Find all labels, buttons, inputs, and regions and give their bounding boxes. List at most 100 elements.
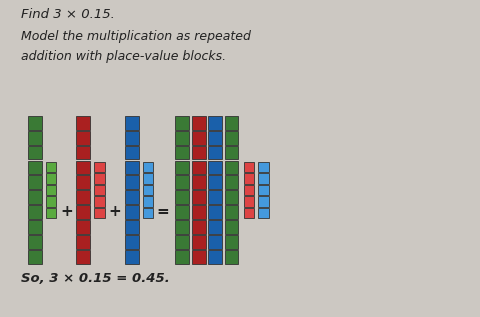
- FancyBboxPatch shape: [191, 250, 205, 264]
- FancyBboxPatch shape: [28, 250, 42, 264]
- Text: addition with place-value blocks.: addition with place-value blocks.: [21, 50, 225, 63]
- FancyBboxPatch shape: [46, 196, 56, 207]
- FancyBboxPatch shape: [143, 196, 153, 207]
- FancyBboxPatch shape: [28, 191, 42, 204]
- FancyBboxPatch shape: [191, 160, 205, 174]
- FancyBboxPatch shape: [28, 235, 42, 249]
- FancyBboxPatch shape: [224, 176, 238, 189]
- FancyBboxPatch shape: [28, 205, 42, 219]
- FancyBboxPatch shape: [28, 146, 42, 159]
- FancyBboxPatch shape: [208, 116, 222, 130]
- FancyBboxPatch shape: [208, 191, 222, 204]
- FancyBboxPatch shape: [175, 176, 189, 189]
- FancyBboxPatch shape: [125, 160, 138, 174]
- FancyBboxPatch shape: [125, 176, 138, 189]
- FancyBboxPatch shape: [191, 235, 205, 249]
- FancyBboxPatch shape: [175, 131, 189, 145]
- FancyBboxPatch shape: [191, 176, 205, 189]
- FancyBboxPatch shape: [28, 160, 42, 174]
- FancyBboxPatch shape: [191, 191, 205, 204]
- FancyBboxPatch shape: [28, 220, 42, 234]
- FancyBboxPatch shape: [224, 116, 238, 130]
- FancyBboxPatch shape: [208, 205, 222, 219]
- FancyBboxPatch shape: [143, 173, 153, 184]
- FancyBboxPatch shape: [125, 131, 138, 145]
- FancyBboxPatch shape: [46, 208, 56, 218]
- FancyBboxPatch shape: [125, 235, 138, 249]
- FancyBboxPatch shape: [28, 131, 42, 145]
- FancyBboxPatch shape: [243, 173, 254, 184]
- FancyBboxPatch shape: [258, 162, 268, 172]
- FancyBboxPatch shape: [224, 235, 238, 249]
- FancyBboxPatch shape: [28, 176, 42, 189]
- FancyBboxPatch shape: [224, 205, 238, 219]
- FancyBboxPatch shape: [46, 162, 56, 172]
- FancyBboxPatch shape: [191, 131, 205, 145]
- FancyBboxPatch shape: [175, 191, 189, 204]
- FancyBboxPatch shape: [46, 173, 56, 184]
- Text: =: =: [156, 204, 169, 219]
- FancyBboxPatch shape: [258, 173, 268, 184]
- FancyBboxPatch shape: [208, 250, 222, 264]
- FancyBboxPatch shape: [76, 235, 90, 249]
- FancyBboxPatch shape: [208, 146, 222, 159]
- FancyBboxPatch shape: [94, 208, 105, 218]
- FancyBboxPatch shape: [224, 131, 238, 145]
- FancyBboxPatch shape: [208, 235, 222, 249]
- FancyBboxPatch shape: [46, 185, 56, 195]
- FancyBboxPatch shape: [243, 185, 254, 195]
- FancyBboxPatch shape: [125, 116, 138, 130]
- FancyBboxPatch shape: [191, 146, 205, 159]
- Text: +: +: [108, 204, 121, 219]
- FancyBboxPatch shape: [76, 131, 90, 145]
- FancyBboxPatch shape: [175, 205, 189, 219]
- FancyBboxPatch shape: [224, 160, 238, 174]
- FancyBboxPatch shape: [94, 185, 105, 195]
- FancyBboxPatch shape: [224, 250, 238, 264]
- FancyBboxPatch shape: [191, 205, 205, 219]
- FancyBboxPatch shape: [76, 146, 90, 159]
- FancyBboxPatch shape: [191, 116, 205, 130]
- FancyBboxPatch shape: [143, 208, 153, 218]
- FancyBboxPatch shape: [94, 196, 105, 207]
- Text: Find 3 × 0.15.: Find 3 × 0.15.: [21, 8, 114, 21]
- Text: +: +: [60, 204, 73, 219]
- FancyBboxPatch shape: [224, 146, 238, 159]
- FancyBboxPatch shape: [224, 220, 238, 234]
- FancyBboxPatch shape: [94, 162, 105, 172]
- FancyBboxPatch shape: [175, 250, 189, 264]
- FancyBboxPatch shape: [94, 173, 105, 184]
- FancyBboxPatch shape: [175, 160, 189, 174]
- FancyBboxPatch shape: [125, 191, 138, 204]
- FancyBboxPatch shape: [28, 116, 42, 130]
- FancyBboxPatch shape: [76, 116, 90, 130]
- FancyBboxPatch shape: [76, 220, 90, 234]
- FancyBboxPatch shape: [258, 208, 268, 218]
- FancyBboxPatch shape: [208, 160, 222, 174]
- FancyBboxPatch shape: [175, 235, 189, 249]
- FancyBboxPatch shape: [208, 131, 222, 145]
- FancyBboxPatch shape: [125, 146, 138, 159]
- Text: So, 3 × 0.15 = 0.45.: So, 3 × 0.15 = 0.45.: [21, 273, 169, 286]
- FancyBboxPatch shape: [258, 185, 268, 195]
- FancyBboxPatch shape: [243, 208, 254, 218]
- FancyBboxPatch shape: [125, 250, 138, 264]
- FancyBboxPatch shape: [175, 146, 189, 159]
- FancyBboxPatch shape: [76, 191, 90, 204]
- FancyBboxPatch shape: [76, 250, 90, 264]
- FancyBboxPatch shape: [243, 162, 254, 172]
- FancyBboxPatch shape: [76, 160, 90, 174]
- FancyBboxPatch shape: [76, 205, 90, 219]
- FancyBboxPatch shape: [243, 196, 254, 207]
- FancyBboxPatch shape: [208, 220, 222, 234]
- FancyBboxPatch shape: [191, 220, 205, 234]
- FancyBboxPatch shape: [175, 116, 189, 130]
- FancyBboxPatch shape: [175, 220, 189, 234]
- FancyBboxPatch shape: [143, 185, 153, 195]
- Text: Model the multiplication as repeated: Model the multiplication as repeated: [21, 30, 250, 43]
- FancyBboxPatch shape: [143, 162, 153, 172]
- FancyBboxPatch shape: [76, 176, 90, 189]
- FancyBboxPatch shape: [125, 220, 138, 234]
- FancyBboxPatch shape: [258, 196, 268, 207]
- FancyBboxPatch shape: [224, 191, 238, 204]
